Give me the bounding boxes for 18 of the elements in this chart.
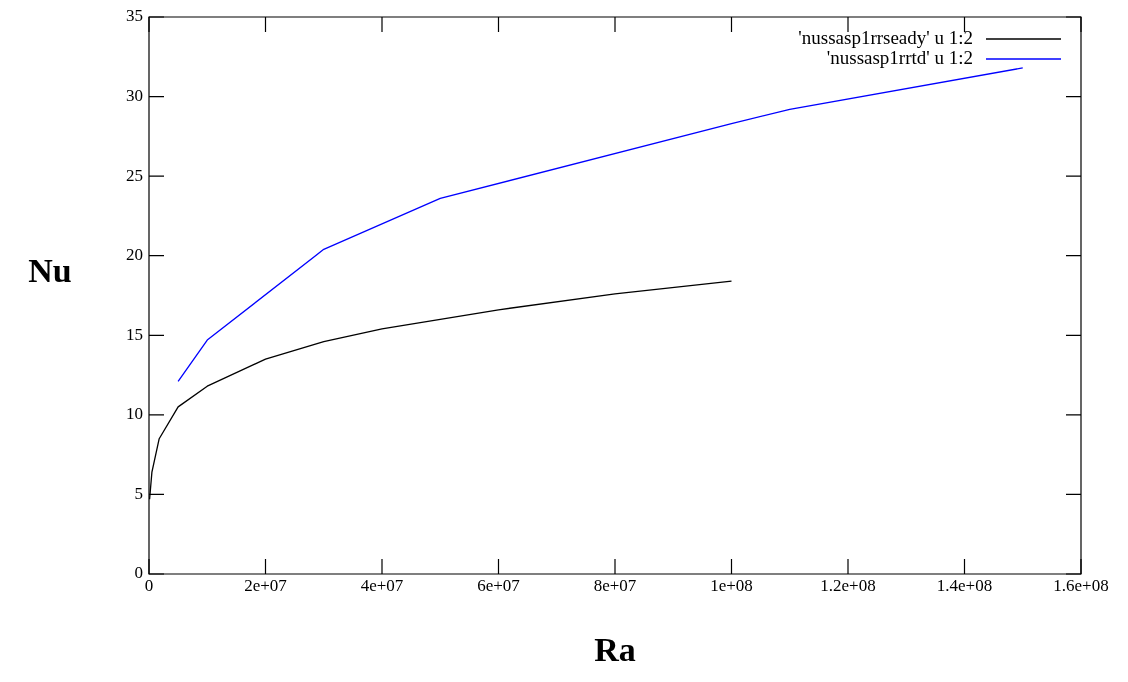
x-tick-label: 2e+07	[244, 575, 288, 595]
y-axis-title: Nu	[28, 251, 72, 289]
y-tick-label: 25	[126, 165, 143, 185]
x-tick-label: 1.4e+08	[936, 575, 993, 595]
x-axis-title: Ra	[594, 630, 636, 668]
legend-label: 'nussasp1rrseady' u 1:2	[798, 26, 973, 48]
y-tick-label: 30	[126, 86, 143, 106]
x-tick-label: 1.6e+08	[1053, 575, 1109, 595]
x-tick-label: 4e+07	[360, 575, 404, 595]
y-tick-label: 5	[134, 483, 143, 503]
x-tick-label: 8e+07	[593, 575, 637, 595]
x-tick-label: 1.2e+08	[820, 575, 876, 595]
x-tick-label: 1e+08	[710, 575, 753, 595]
y-tick-label: 20	[126, 245, 143, 265]
x-tick-label: 6e+07	[477, 575, 521, 595]
y-tick-label: 10	[126, 404, 143, 424]
y-tick-label: 15	[126, 324, 143, 344]
y-tick-label: 35	[126, 6, 143, 26]
